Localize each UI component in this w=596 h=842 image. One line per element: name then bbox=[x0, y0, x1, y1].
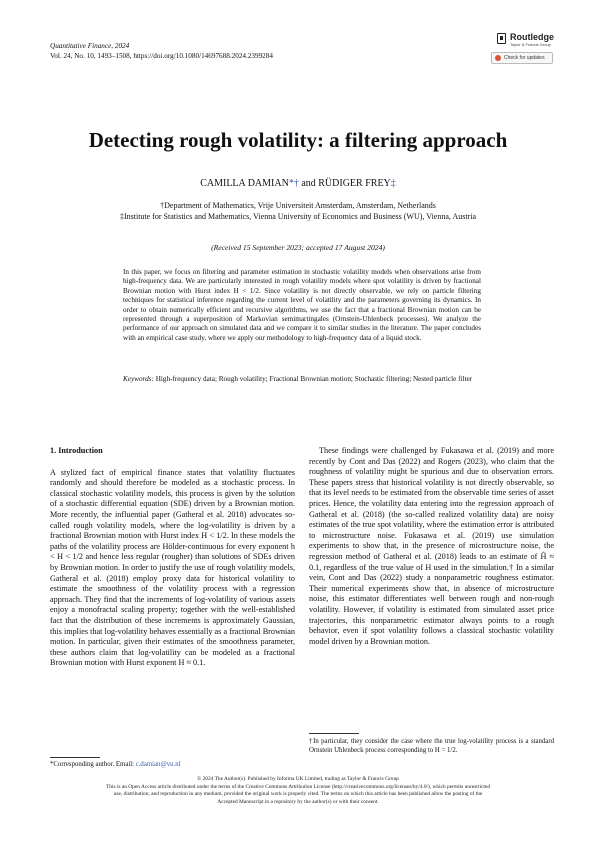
keywords-text: High-frequency data; Rough volatility; F… bbox=[155, 375, 473, 383]
author-2-marks[interactable]: ‡ bbox=[390, 178, 396, 189]
footnote-dagger: †In particular, they consider the case w… bbox=[309, 738, 554, 754]
footer: © 2024 The Author(s). Published by Infor… bbox=[50, 776, 546, 806]
publisher-name: Routledge bbox=[510, 32, 554, 42]
abstract: In this paper, we focus on filtering and… bbox=[123, 268, 481, 342]
section-heading: 1. Introduction bbox=[50, 446, 103, 455]
paper-title: Detecting rough volatility: a filtering … bbox=[88, 128, 508, 152]
author-list: CAMILLA DAMIAN*† and RÜDIGER FREY‡ bbox=[0, 178, 596, 189]
publisher-group: Taylor & Francis Group bbox=[510, 42, 551, 47]
crossmark-icon bbox=[495, 55, 501, 61]
footnote-rule-right bbox=[309, 733, 359, 734]
check-for-updates-button[interactable]: Check for updates bbox=[491, 52, 553, 64]
citation-line: Vol. 24, No. 10, 1493–1508, https://doi.… bbox=[50, 52, 273, 60]
intro-paragraph-right: These findings were challenged by Fukasa… bbox=[309, 446, 554, 646]
left-column: 1. Introduction A stylized fact of empir… bbox=[50, 446, 295, 669]
received-dates: (Received 15 September 2023; accepted 17… bbox=[211, 243, 385, 252]
right-column: These findings were challenged by Fukasa… bbox=[309, 446, 554, 647]
author-joiner: and bbox=[298, 178, 319, 189]
license-line-1: This is an Open Access article distribut… bbox=[105, 783, 491, 790]
author-1-marks[interactable]: *† bbox=[288, 178, 299, 189]
keywords-label: Keywords: bbox=[123, 375, 154, 383]
journal-header: Quantitative Finance, 2024 Vol. 24, No. … bbox=[50, 41, 273, 61]
email-link[interactable]: c.damian@vu.nl bbox=[135, 761, 181, 768]
corresponding-label: *Corresponding author. Email: bbox=[50, 761, 136, 768]
footnote-corresponding: *Corresponding author. Email: c.damian@v… bbox=[50, 761, 295, 770]
affiliation-1: †Department of Mathematics, Vrije Univer… bbox=[160, 201, 436, 210]
copyright-line: © 2024 The Author(s). Published by Infor… bbox=[197, 776, 399, 782]
journal-name: Quantitative Finance, 2024 bbox=[50, 42, 130, 50]
license-line-2: use, distribution, and reproduction in a… bbox=[113, 791, 483, 798]
author-1: CAMILLA DAMIAN bbox=[200, 178, 289, 189]
affiliation-2: ‡Institute for Statistics and Mathematic… bbox=[119, 212, 476, 221]
footnote-rule-left bbox=[50, 757, 100, 758]
check-updates-label: Check for updates bbox=[504, 55, 545, 61]
keywords: Keywords: High-frequency data; Rough vol… bbox=[123, 375, 481, 384]
license-line-3: Accepted Manuscript in a repository by t… bbox=[217, 798, 379, 805]
intro-paragraph-left: A stylized fact of empirical finance sta… bbox=[50, 467, 295, 668]
routledge-icon bbox=[497, 33, 506, 44]
author-2: RÜDIGER FREY bbox=[318, 178, 391, 189]
